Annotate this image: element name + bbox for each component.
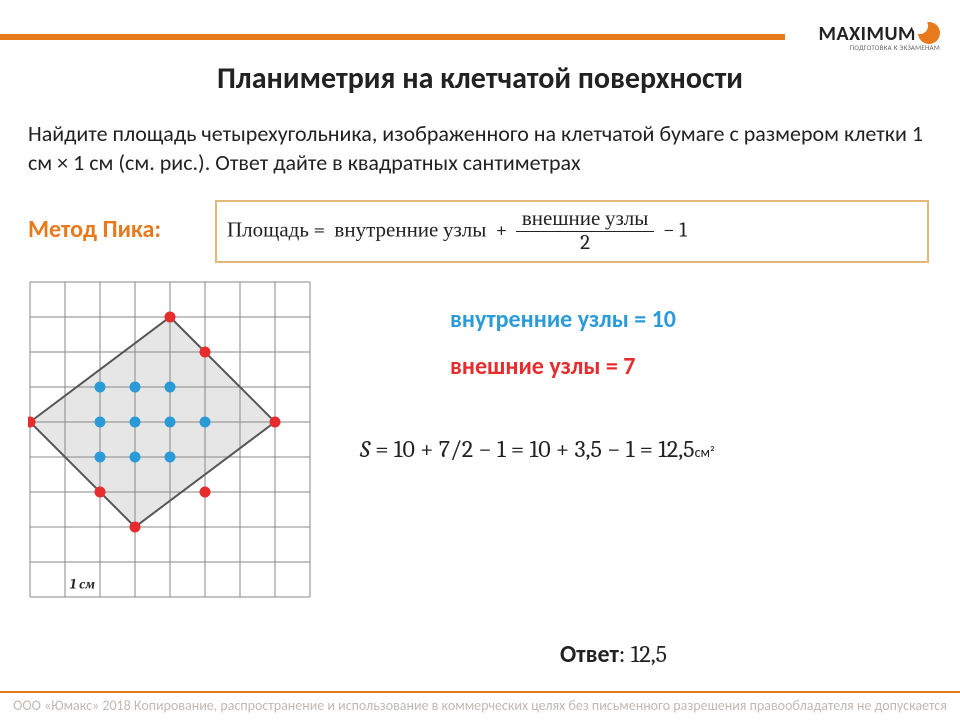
area-computation: S = 10 + 7/2 − 1 = 10 + 3,5 − 1 = 12,5см… — [360, 435, 715, 463]
answer-label: Ответ — [560, 640, 619, 669]
outer-nodes-text: внешние узлы = — [450, 352, 623, 381]
formula-minus1: − 1 — [663, 219, 687, 243]
grid-figure: 1 см — [28, 280, 312, 624]
formula-outer: внешние узлы — [516, 208, 654, 231]
logo-swoosh-icon — [918, 22, 940, 44]
formula-eq: = — [314, 219, 326, 243]
outer-nodes-label: внешние узлы = 7 — [450, 352, 940, 381]
formula-denom: 2 — [516, 231, 654, 255]
inner-nodes-label: внутренние узлы = 10 — [450, 305, 940, 334]
slide-page: MAXIMUM ПОДГОТОВКА К ЭКЗАМЕНАМ Планиметр… — [0, 0, 960, 720]
svg-text:1 см: 1 см — [69, 575, 95, 592]
outer-nodes-value: 7 — [623, 352, 635, 381]
formula-area-word: Площадь — [227, 219, 309, 243]
calc-expr: = 10 + 7/2 − 1 = 10 + 3,5 − 1 = 12,5 — [370, 435, 695, 463]
page-title: Планиметрия на клетчатой поверхности — [0, 60, 960, 97]
maximum-logo: MAXIMUM ПОДГОТОВКА К ЭКЗАМЕНАМ — [819, 18, 941, 51]
formula-inner: внутренние узлы — [334, 219, 486, 243]
answer-value: 12,5 — [631, 640, 667, 668]
formula-plus: + — [496, 219, 508, 243]
top-accent-bar — [0, 34, 785, 40]
node-counts: внутренние узлы = 10 внешние узлы = 7 — [450, 305, 940, 381]
answer: Ответ: 12,5 — [560, 640, 667, 669]
calc-unit: см² — [695, 444, 715, 461]
method-label: Метод Пика: — [28, 215, 161, 244]
inner-nodes-text: внутренние узлы = — [450, 305, 652, 334]
answer-sep: : — [619, 640, 631, 669]
copyright-footer: ООО «Юмакс» 2018 Копирование, распростра… — [0, 691, 960, 715]
inner-nodes-value: 10 — [652, 305, 676, 334]
picks-formula-box: Площадь = внутренние узлы + внешние узлы… — [215, 200, 929, 263]
problem-text: Найдите площадь четырехугольника, изобра… — [28, 120, 928, 177]
calc-S: S — [360, 435, 370, 463]
formula-fraction: внешние узлы 2 — [516, 208, 654, 255]
grid-svg: 1 см — [28, 280, 312, 619]
